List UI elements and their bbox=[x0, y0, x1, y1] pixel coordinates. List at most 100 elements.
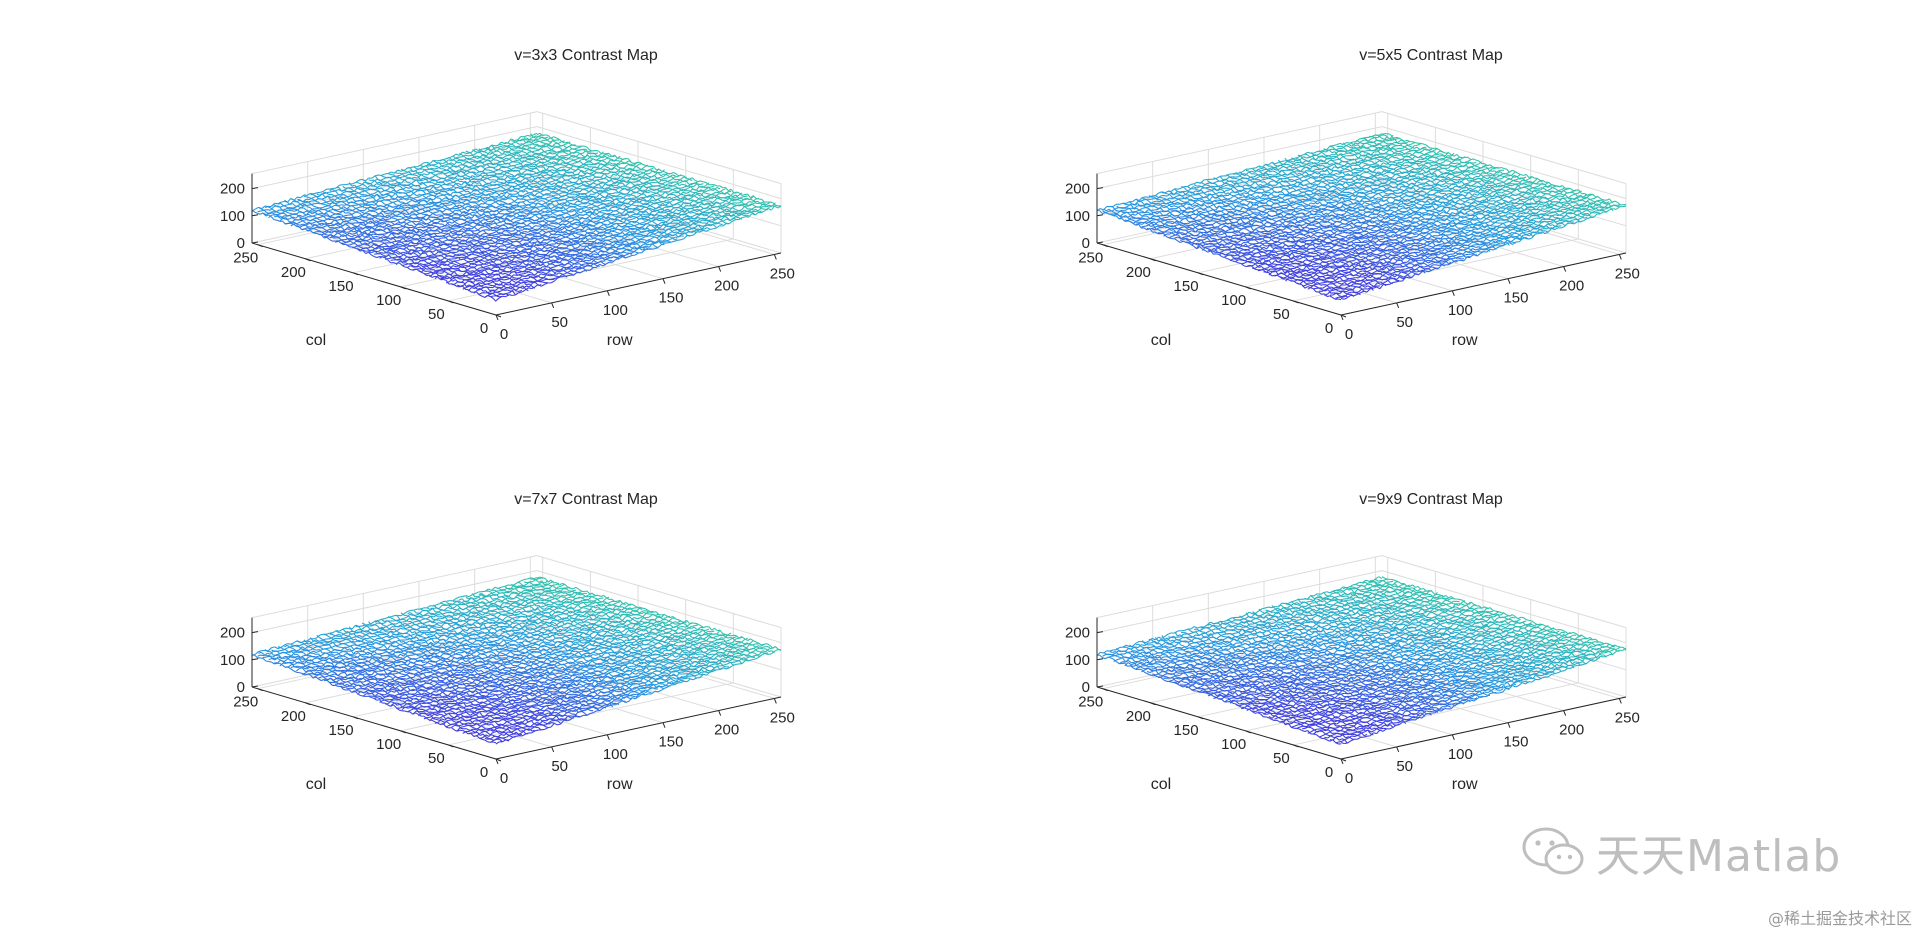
col-tick-label: 250 bbox=[1078, 694, 1103, 711]
row-tick-label: 100 bbox=[1448, 746, 1473, 763]
col-tick-label: 0 bbox=[1325, 320, 1333, 337]
watermark: 天天Matlab bbox=[1520, 822, 1841, 882]
spike-peak bbox=[1359, 612, 1371, 650]
value-tick-label: 0 bbox=[1082, 679, 1090, 696]
value-tick-label: 100 bbox=[220, 652, 245, 669]
col-axis-label: col bbox=[306, 776, 326, 793]
wechat-icon bbox=[1522, 827, 1584, 875]
spike-peak bbox=[1359, 168, 1371, 206]
row-tick-label: 150 bbox=[658, 290, 683, 307]
axes-lines bbox=[251, 617, 782, 760]
row-tick-label: 0 bbox=[500, 326, 508, 343]
spike-peak bbox=[1345, 147, 1357, 179]
col-tick-label: 100 bbox=[1221, 736, 1246, 753]
row-tick-label: 200 bbox=[714, 278, 739, 295]
col-tick-label: 100 bbox=[376, 292, 401, 309]
col-tick-label: 250 bbox=[233, 250, 258, 267]
value-tick-label: 0 bbox=[237, 679, 245, 696]
spike-peak bbox=[386, 653, 398, 665]
value-tick-label: 0 bbox=[237, 235, 245, 252]
col-axis-label: col bbox=[1151, 332, 1171, 349]
subplot-title: v=9x9 Contrast Map bbox=[1359, 491, 1503, 508]
axes-lines bbox=[251, 173, 782, 316]
surface-mesh bbox=[251, 132, 782, 302]
col-tick-label: 200 bbox=[281, 264, 306, 281]
col-tick-label: 200 bbox=[1126, 708, 1151, 725]
col-tick-label: 150 bbox=[329, 722, 354, 739]
surface-plot: 0501001502002500501001502002500100200col… bbox=[220, 47, 795, 349]
row-axis-label: row bbox=[1452, 776, 1478, 793]
value-tick-label: 200 bbox=[220, 181, 245, 198]
col-tick-label: 50 bbox=[1273, 306, 1290, 323]
row-tick-label: 150 bbox=[1503, 290, 1528, 307]
row-tick-label: 200 bbox=[1559, 278, 1584, 295]
col-tick-label: 50 bbox=[1273, 750, 1290, 767]
subplot-3x3: 0 50 100 150 200 250 0 50 100 150 200 250 0 100 200 col… bbox=[200, 40, 920, 380]
row-tick-label: 250 bbox=[1615, 265, 1640, 282]
surface-mesh bbox=[1096, 576, 1627, 745]
col-tick-label: 250 bbox=[233, 694, 258, 711]
surface-mesh bbox=[251, 576, 782, 745]
row-tick-label: 150 bbox=[1503, 734, 1528, 751]
subplot-9x9: 0 50 100 150 200 250 0 50 100 150 200 250 0 100 200 col… bbox=[1045, 484, 1765, 824]
axes-lines bbox=[1096, 173, 1627, 316]
row-tick-label: 100 bbox=[603, 302, 628, 319]
spike-peak bbox=[1231, 209, 1243, 221]
subplot-5x5: 0 50 100 150 200 250 0 50 100 150 200 250 0 100 200 col… bbox=[1045, 40, 1765, 380]
col-axis-label: col bbox=[306, 332, 326, 349]
col-tick-label: 150 bbox=[1174, 722, 1199, 739]
surface-plot: 0501001502002500501001502002500100200col… bbox=[220, 491, 795, 793]
col-tick-label: 0 bbox=[480, 320, 488, 337]
value-tick-label: 0 bbox=[1082, 235, 1090, 252]
surface-mesh bbox=[1096, 132, 1627, 301]
spike-peak bbox=[500, 591, 512, 623]
value-tick-label: 100 bbox=[1065, 208, 1090, 225]
row-tick-label: 0 bbox=[500, 770, 508, 787]
subplot-title: v=3x3 Contrast Map bbox=[514, 47, 658, 64]
value-tick-label: 200 bbox=[220, 625, 245, 642]
subplot-title: v=5x5 Contrast Map bbox=[1359, 47, 1503, 64]
subplot-title: v=7x7 Contrast Map bbox=[514, 491, 658, 508]
row-tick-label: 50 bbox=[1396, 314, 1413, 331]
value-tick-label: 100 bbox=[220, 208, 245, 225]
col-axis-label: col bbox=[1151, 776, 1171, 793]
spike-peak bbox=[514, 168, 526, 206]
col-tick-label: 250 bbox=[1078, 250, 1103, 267]
value-tick-label: 100 bbox=[1065, 652, 1090, 669]
row-axis-label: row bbox=[607, 776, 633, 793]
subplot-7x7: 0 50 100 150 200 250 0 50 100 150 200 250 0 100 200 col… bbox=[200, 484, 920, 824]
spike-peak bbox=[514, 612, 526, 650]
row-tick-label: 0 bbox=[1345, 770, 1353, 787]
col-tick-label: 50 bbox=[428, 750, 445, 767]
surface-plot: 0501001502002500501001502002500100200col… bbox=[1065, 491, 1640, 793]
spike-peak bbox=[386, 209, 398, 221]
row-tick-label: 50 bbox=[1396, 758, 1413, 775]
col-tick-label: 0 bbox=[480, 764, 488, 781]
col-tick-label: 200 bbox=[1126, 264, 1151, 281]
value-tick-label: 200 bbox=[1065, 625, 1090, 642]
col-tick-label: 150 bbox=[1174, 278, 1199, 295]
axes-lines bbox=[1096, 617, 1627, 760]
col-tick-label: 100 bbox=[1221, 292, 1246, 309]
col-tick-label: 200 bbox=[281, 708, 306, 725]
row-tick-label: 100 bbox=[603, 746, 628, 763]
row-axis-label: row bbox=[1452, 332, 1478, 349]
row-axis-label: row bbox=[607, 332, 633, 349]
col-tick-label: 150 bbox=[329, 278, 354, 295]
spike-peak bbox=[1231, 653, 1243, 665]
value-tick-label: 200 bbox=[1065, 181, 1090, 198]
row-tick-label: 50 bbox=[551, 314, 568, 331]
col-tick-label: 50 bbox=[428, 306, 445, 323]
row-tick-label: 250 bbox=[770, 709, 795, 726]
row-tick-label: 250 bbox=[770, 265, 795, 282]
watermark-text: 天天Matlab bbox=[1596, 820, 1841, 884]
col-tick-label: 100 bbox=[376, 736, 401, 753]
row-tick-label: 200 bbox=[714, 722, 739, 739]
row-tick-label: 250 bbox=[1615, 709, 1640, 726]
row-tick-label: 150 bbox=[658, 734, 683, 751]
spike-peak bbox=[1345, 591, 1357, 623]
surface-plot: 0501001502002500501001502002500100200col… bbox=[1065, 47, 1640, 349]
row-tick-label: 50 bbox=[551, 758, 568, 775]
row-tick-label: 0 bbox=[1345, 326, 1353, 343]
